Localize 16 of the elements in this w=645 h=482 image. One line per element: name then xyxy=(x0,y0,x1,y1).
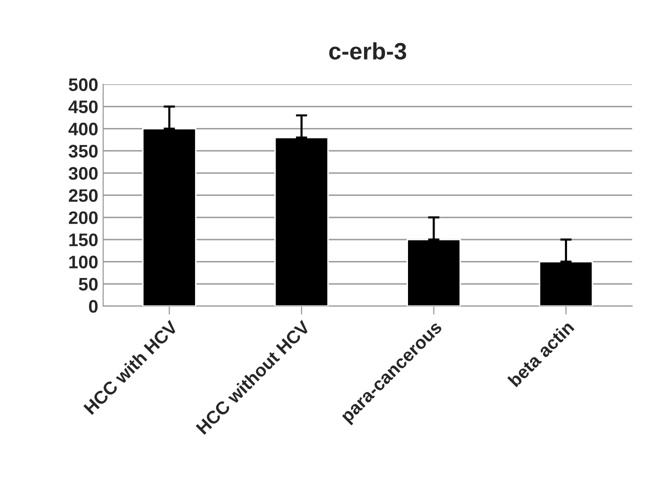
y-tick-label: 450 xyxy=(68,100,98,114)
y-tick-label: 150 xyxy=(69,233,98,246)
bar xyxy=(274,136,329,306)
y-tick-label: 50 xyxy=(78,278,98,291)
bar xyxy=(142,128,196,306)
bar xyxy=(406,238,461,306)
chart-title: c-erb-3 xyxy=(329,42,406,60)
y-tick-label: 250 xyxy=(68,189,98,202)
y-tick-label: 200 xyxy=(68,211,98,224)
y-tick-label: 300 xyxy=(68,166,98,180)
y-tick-label: 100 xyxy=(69,256,98,268)
y-tick-label: 350 xyxy=(68,144,98,158)
y-tick-label: 500 xyxy=(68,78,98,92)
y-tick-label: 0 xyxy=(89,300,98,313)
bar xyxy=(538,261,594,306)
y-tick-label: 400 xyxy=(68,122,98,136)
